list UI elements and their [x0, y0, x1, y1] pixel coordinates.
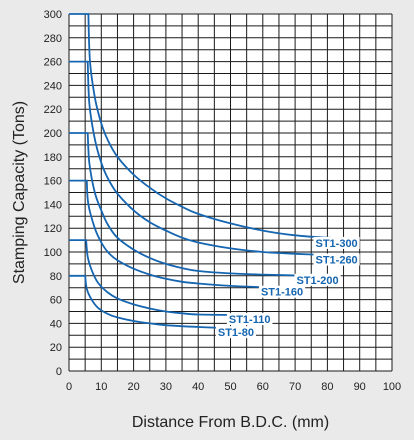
- series-line: [69, 13, 360, 240]
- series-label: ST1-300: [313, 236, 360, 250]
- x-tick-label: 100: [383, 381, 401, 393]
- series-line: [69, 132, 312, 277]
- series-line: [69, 239, 244, 316]
- y-tick-label: 160: [44, 176, 62, 188]
- y-tick-label: 60: [50, 295, 62, 307]
- x-tick-label: 40: [192, 381, 204, 393]
- y-tick-label: 200: [44, 128, 62, 140]
- x-tick-label: 90: [354, 381, 366, 393]
- x-tick-label: 50: [224, 381, 236, 393]
- x-tick-label: 60: [257, 381, 269, 393]
- y-tick-label: 80: [50, 271, 62, 283]
- y-tick-label: 180: [44, 152, 62, 164]
- x-tick-label: 10: [95, 381, 107, 393]
- series-line: [69, 179, 276, 289]
- y-tick-label: 140: [44, 199, 62, 211]
- series-label-background: [215, 326, 256, 339]
- y-tick-label: 0: [56, 366, 62, 378]
- series-label-background: [294, 273, 341, 286]
- y-tick-labels: 0 20 40 60 80 100 120 140 160 180 200 220 240 260 280 3…: [44, 9, 62, 378]
- series-label-background: [226, 313, 273, 326]
- series-label: ST1-160: [258, 285, 306, 299]
- series-label-text: ST1-160: [261, 287, 303, 299]
- series-line: [69, 274, 231, 330]
- y-axis-title: Stamping Capacity (Tons): [11, 101, 28, 284]
- y-tick-label: 280: [44, 33, 62, 45]
- series-label-text: ST1-110: [229, 314, 271, 326]
- x-tick-labels: 0 10 20 30 40 50 60 70 80 90 100: [66, 381, 401, 393]
- y-tick-label: 260: [44, 57, 62, 69]
- series-label: ST1-200: [294, 273, 341, 287]
- series-label: ST1-260: [313, 253, 360, 267]
- x-tick-label: 30: [160, 381, 172, 393]
- series-label-text: ST1-200: [296, 275, 338, 287]
- x-tick-label: 0: [66, 381, 72, 393]
- y-tick-label: 100: [44, 247, 62, 259]
- series-label-background: [313, 253, 360, 266]
- y-tick-label: 240: [44, 80, 62, 92]
- x-tick-label: 80: [321, 381, 333, 393]
- series-label-background: [313, 236, 360, 249]
- y-tick-label: 20: [50, 342, 62, 354]
- series-label-text: ST1-260: [315, 255, 357, 267]
- x-tick-label: 70: [289, 381, 301, 393]
- series-label-background: [258, 285, 306, 298]
- series-label: ST1-80: [215, 326, 256, 339]
- series-label-text: ST1-80: [218, 327, 254, 339]
- y-tick-label: 40: [50, 318, 62, 330]
- x-axis-title: Distance From B.D.C. (mm): [132, 414, 329, 431]
- series-line: [69, 60, 360, 257]
- y-tick-label: 220: [44, 104, 62, 116]
- series-lines: [69, 13, 360, 330]
- y-tick-label: 300: [44, 9, 62, 21]
- y-tick-label: 120: [44, 223, 62, 235]
- series-label: ST1-110: [226, 313, 273, 326]
- series-label-text: ST1-300: [315, 238, 357, 250]
- grid-lines: [68, 13, 393, 372]
- x-tick-label: 20: [127, 381, 139, 393]
